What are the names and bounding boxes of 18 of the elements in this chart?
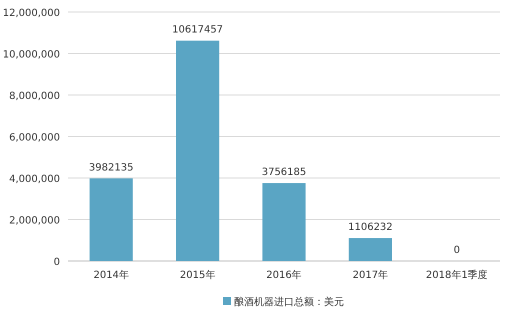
y-tick-label: 2,000,000: [9, 216, 60, 226]
y-tick-label: 12,000,000: [2, 8, 60, 19]
x-tick-label: 2015年: [180, 269, 216, 281]
x-tick-label: 2016年: [266, 269, 302, 281]
data-label: 10617457: [172, 24, 224, 36]
data-label: 1106232: [348, 222, 393, 234]
y-tick-label: 6,000,000: [9, 132, 60, 144]
y-tick-label: 0: [54, 257, 60, 268]
x-tick-label: 2018年1季度: [426, 269, 488, 281]
y-tick-label: 10,000,000: [2, 50, 60, 60]
data-label: 3982135: [88, 162, 134, 174]
legend-label: 酿酒机器进口总额：美元: [234, 296, 344, 308]
data-label: 0: [454, 245, 460, 256]
x-tick-label: 2017年: [352, 269, 388, 281]
y-tick-label: 8,000,000: [9, 91, 60, 102]
x-tick-label: 2014年: [93, 269, 129, 281]
y-tick-label: 4,000,000: [9, 174, 60, 185]
data-label: 3756185: [262, 167, 306, 178]
